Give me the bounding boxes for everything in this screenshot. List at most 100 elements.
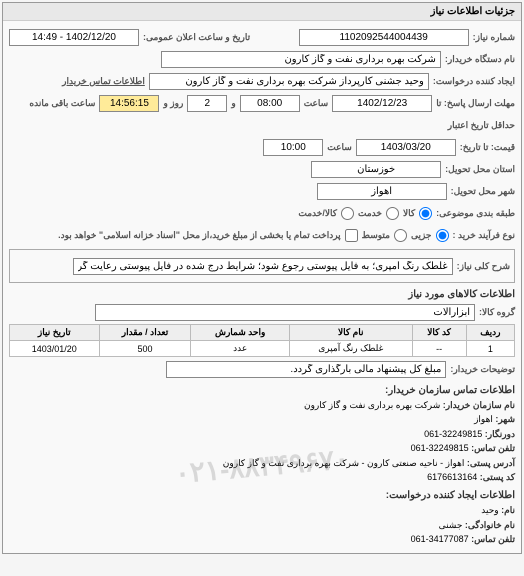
public-date-label: تاریخ و ساعت اعلان عمومی: <box>143 32 250 43</box>
req-name-label: نام: <box>501 505 515 515</box>
td-4: 500 <box>99 341 191 357</box>
contact-block: نام سازمان خریدار: شرکت بهره برداری نفت … <box>9 398 515 484</box>
address-label: آدرس پستی: <box>467 458 515 468</box>
remaining-time-input[interactable] <box>99 95 159 112</box>
reply-deadline-label: مهلت ارسال پاسخ: تا <box>436 98 515 109</box>
row-province: استان محل تحویل: <box>9 159 515 179</box>
classify-both-label: کالا/خدمت <box>298 208 337 219</box>
panel-body: شماره نیاز: تاریخ و ساعت اعلان عمومی: نا… <box>3 21 521 553</box>
contact-city-value: اهواز <box>474 414 493 424</box>
validity-time-label: ساعت <box>327 142 352 153</box>
request-number-input[interactable] <box>299 29 469 46</box>
row-goods-group: گروه کالا: <box>9 302 515 322</box>
watermark-container: ۰۲۱-۸۸۳۴۹۶۷۰ اطلاعات تماس سازمان خریدار:… <box>9 385 515 547</box>
buyer-notes-input[interactable] <box>166 361 446 378</box>
phone-label: تلفن تماس: <box>471 443 515 453</box>
td-3: عدد <box>191 341 289 357</box>
buyer-contact-link[interactable]: اطلاعات تماس خریدار <box>62 76 145 87</box>
row-requester: ایجاد کننده درخواست: اطلاعات تماس خریدار <box>9 71 515 91</box>
buyer-notes-label: توضیحات خریدار: <box>450 364 515 375</box>
req-lastname-label: نام خانوادگی: <box>465 520 515 530</box>
fax-label: دورنگار: <box>485 429 515 439</box>
requester-section-title: اطلاعات ایجاد کننده درخواست: <box>9 490 515 501</box>
goods-group-input[interactable] <box>95 304 475 321</box>
th-0: ردیف <box>466 325 514 341</box>
province-input[interactable] <box>311 161 441 178</box>
classify-label: طبقه بندی موضوعی: <box>436 208 515 219</box>
postal-label: کد پستی: <box>480 472 515 482</box>
buyer-name-label: نام دستگاه خریدار: <box>445 54 515 65</box>
remaining-days-label: روز و <box>163 98 183 109</box>
validity-time-input[interactable] <box>263 139 323 156</box>
buyer-name-input[interactable] <box>161 51 441 68</box>
row-validity: حداقل تاریخ اعتبار <box>9 115 515 135</box>
goods-table: ردیف کد کالا نام کالا واحد شمارش تعداد /… <box>9 324 515 357</box>
th-1: کد کالا <box>412 325 466 341</box>
classify-goods-radio[interactable] <box>419 207 432 220</box>
validity-date-input[interactable] <box>356 139 456 156</box>
row-reply-deadline: مهلت ارسال پاسخ: تا ساعت و روز و ساعت با… <box>9 93 515 113</box>
reply-time-input[interactable] <box>240 95 300 112</box>
row-city: شهر محل تحویل: <box>9 181 515 201</box>
remaining-days-input[interactable] <box>187 95 227 112</box>
req-phone-value: 34177087-061 <box>411 534 469 544</box>
td-1: -- <box>412 341 466 357</box>
fax-value: 32249815-061 <box>424 429 482 439</box>
req-name-value: وحید <box>481 505 498 515</box>
desc-fieldset: شرح کلی نیاز: <box>9 249 515 283</box>
purchase-detail-radio[interactable] <box>436 229 449 242</box>
row-validity2: قیمت: تا تاریخ: ساعت <box>9 137 515 157</box>
request-number-label: شماره نیاز: <box>473 32 515 43</box>
validity-to-label: قیمت: تا تاریخ: <box>460 142 515 153</box>
purchase-medium-label: متوسط <box>362 230 390 241</box>
requester-input[interactable] <box>149 73 429 90</box>
contact-section-title: اطلاعات تماس سازمان خریدار: <box>9 385 515 396</box>
req-phone-label: تلفن تماس: <box>471 534 515 544</box>
org-label: نام سازمان خریدار: <box>443 400 515 410</box>
row-buyer: نام دستگاه خریدار: <box>9 49 515 69</box>
address-value: اهواز - ناحیه صنعتی کارون - شرکت بهره بر… <box>223 458 465 468</box>
th-3: واحد شمارش <box>191 325 289 341</box>
org-value: شرکت بهره برداری نفت و گاز کارون <box>304 400 440 410</box>
treasury-checkbox[interactable] <box>345 229 358 242</box>
contact-city-label: شهر: <box>495 414 515 424</box>
classify-both-radio[interactable] <box>341 207 354 220</box>
th-5: تاریخ نیاز <box>10 325 100 341</box>
purchase-type-label: نوع فرآیند خرید : <box>453 230 516 241</box>
row-desc: شرح کلی نیاز: <box>14 256 510 276</box>
classify-service-label: خدمت <box>358 208 382 219</box>
td-0: 1 <box>466 341 514 357</box>
validity-label: حداقل تاریخ اعتبار <box>448 120 515 131</box>
panel-title: جزئیات اطلاعات نیاز <box>3 3 521 21</box>
province-label: استان محل تحویل: <box>445 164 515 175</box>
classify-service-radio[interactable] <box>386 207 399 220</box>
phone-value: 32249815-061 <box>411 443 469 453</box>
row-purchase-type: نوع فرآیند خرید : جزیی متوسط پرداخت تمام… <box>9 225 515 245</box>
purchase-medium-radio[interactable] <box>394 229 407 242</box>
city-input[interactable] <box>317 183 447 200</box>
public-date-input[interactable] <box>9 29 139 46</box>
desc-title-input[interactable] <box>73 258 453 275</box>
requester-block: نام: وحید نام خانوادگی: جشنی تلفن تماس: … <box>9 503 515 546</box>
details-panel: جزئیات اطلاعات نیاز شماره نیاز: تاریخ و … <box>2 2 522 554</box>
classify-goods-label: کالا <box>403 208 415 219</box>
remaining-suffix-label: ساعت باقی مانده <box>29 98 95 109</box>
desc-title-label: شرح کلی نیاز: <box>457 261 510 272</box>
reply-date-input[interactable] <box>332 95 432 112</box>
row-classify: طبقه بندی موضوعی: کالا خدمت کالا/خدمت <box>9 203 515 223</box>
td-2: غلطک رنگ آمپری <box>289 341 412 357</box>
table-row: 1 -- غلطک رنگ آمپری عدد 500 1403/01/20 <box>10 341 515 357</box>
row-request-number: شماره نیاز: تاریخ و ساعت اعلان عمومی: <box>9 27 515 47</box>
purchase-note-label: پرداخت تمام یا بخشی از مبلغ خرید،از محل … <box>58 230 341 241</box>
th-2: نام کالا <box>289 325 412 341</box>
city-label: شهر محل تحویل: <box>451 186 515 197</box>
td-5: 1403/01/20 <box>10 341 100 357</box>
purchase-detail-label: جزیی <box>411 230 432 241</box>
goods-section-title: اطلاعات کالاهای مورد نیاز <box>9 289 515 300</box>
th-4: تعداد / مقدار <box>99 325 191 341</box>
remaining-and-label: و <box>231 98 235 109</box>
goods-group-label: گروه کالا: <box>479 307 515 318</box>
row-buyer-notes: توضیحات خریدار: <box>9 359 515 379</box>
postal-value: 6176613164 <box>427 472 477 482</box>
reply-time-label: ساعت <box>304 98 329 109</box>
